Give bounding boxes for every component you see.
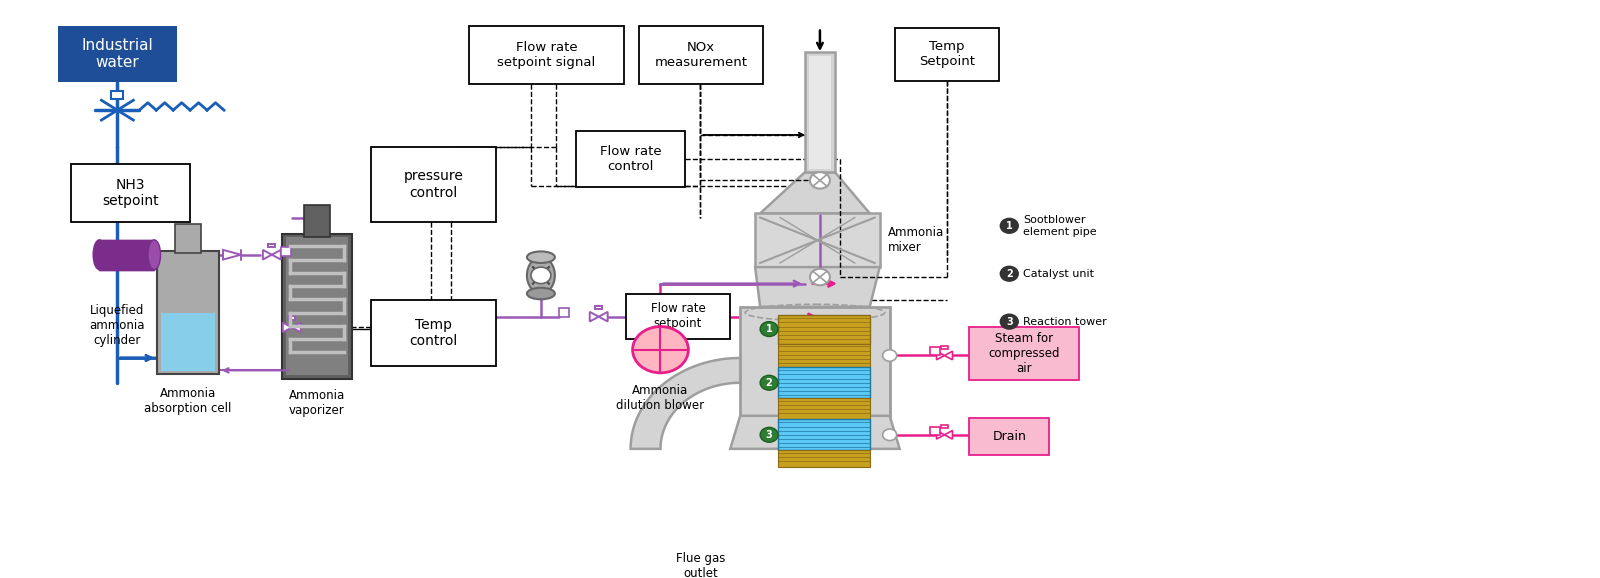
Text: Ammonia
absorption cell: Ammonia absorption cell <box>144 387 232 415</box>
Polygon shape <box>760 172 870 213</box>
Bar <box>595 306 602 309</box>
Circle shape <box>1000 314 1018 329</box>
Bar <box>805 53 835 172</box>
Text: Ammonia
vaporizer: Ammonia vaporizer <box>288 390 346 417</box>
Bar <box>970 418 1050 455</box>
Text: Flow rate
setpoint signal: Flow rate setpoint signal <box>498 41 595 69</box>
Bar <box>288 316 296 320</box>
Circle shape <box>810 269 830 286</box>
Text: 2: 2 <box>1006 269 1013 279</box>
Bar <box>533 257 549 294</box>
Polygon shape <box>936 351 944 360</box>
Bar <box>282 247 291 255</box>
Polygon shape <box>272 250 282 260</box>
Bar <box>638 26 763 84</box>
Circle shape <box>810 172 830 188</box>
Text: Temp
control: Temp control <box>410 318 458 349</box>
Ellipse shape <box>526 251 555 263</box>
Text: 1: 1 <box>1006 221 1013 231</box>
Polygon shape <box>730 416 899 449</box>
Polygon shape <box>944 351 952 360</box>
Text: pressure
control: pressure control <box>403 169 464 199</box>
Text: Ammonia
mixer: Ammonia mixer <box>888 226 944 254</box>
Text: 3: 3 <box>766 430 773 440</box>
Text: Reaction tower: Reaction tower <box>1024 317 1107 327</box>
Text: Sootblower
element pipe: Sootblower element pipe <box>1024 215 1098 236</box>
Bar <box>970 327 1078 380</box>
Bar <box>576 131 685 187</box>
Bar <box>269 243 275 247</box>
Bar <box>930 427 939 435</box>
Circle shape <box>1000 218 1018 234</box>
Polygon shape <box>630 358 741 449</box>
Bar <box>371 300 496 366</box>
Polygon shape <box>291 323 301 332</box>
Polygon shape <box>283 323 291 332</box>
Ellipse shape <box>147 240 160 269</box>
Bar <box>778 315 870 344</box>
Text: 1: 1 <box>766 324 773 334</box>
Circle shape <box>883 350 896 361</box>
Bar <box>174 224 202 253</box>
Text: 2: 2 <box>766 378 773 388</box>
Bar <box>741 307 890 416</box>
Bar <box>755 213 880 267</box>
Bar <box>282 234 352 379</box>
Bar <box>778 344 870 367</box>
Text: NH3
setpoint: NH3 setpoint <box>102 177 158 208</box>
Polygon shape <box>222 250 242 260</box>
Bar <box>778 450 870 467</box>
Bar <box>286 238 347 375</box>
Bar <box>941 346 947 349</box>
Polygon shape <box>944 431 952 439</box>
Bar <box>58 26 178 82</box>
Bar <box>99 240 154 269</box>
Bar <box>112 91 123 99</box>
Polygon shape <box>755 267 880 307</box>
Ellipse shape <box>93 240 106 269</box>
Bar <box>630 515 741 540</box>
Bar <box>941 425 947 428</box>
Bar <box>894 28 1000 81</box>
Text: Steam for
compressed
air: Steam for compressed air <box>989 332 1059 375</box>
Circle shape <box>883 429 896 440</box>
Text: Liquefied
ammonia
cylinder: Liquefied ammonia cylinder <box>90 304 146 347</box>
Circle shape <box>632 327 688 373</box>
Text: Ammonia
dilution blower: Ammonia dilution blower <box>616 384 704 413</box>
Bar <box>778 398 870 419</box>
Polygon shape <box>936 431 944 439</box>
Ellipse shape <box>526 257 555 294</box>
Circle shape <box>760 375 778 390</box>
Bar <box>558 309 570 317</box>
Text: Flue gas
outlet: Flue gas outlet <box>675 552 725 578</box>
Text: Drain: Drain <box>992 431 1026 443</box>
Ellipse shape <box>526 288 555 299</box>
Circle shape <box>531 267 550 284</box>
Polygon shape <box>590 312 598 321</box>
Text: Industrial
water: Industrial water <box>82 38 154 70</box>
Bar <box>469 26 624 84</box>
Bar <box>778 419 870 450</box>
Text: 3: 3 <box>1006 317 1013 327</box>
Bar <box>930 347 939 355</box>
Bar <box>157 251 219 375</box>
Bar <box>626 294 730 339</box>
Text: NOx
measurement: NOx measurement <box>654 41 747 69</box>
Bar <box>778 367 870 398</box>
Bar <box>70 164 190 222</box>
Text: Flow rate
setpoint: Flow rate setpoint <box>651 302 706 330</box>
Bar <box>810 55 830 169</box>
Bar <box>371 147 496 222</box>
Text: Temp
Setpoint: Temp Setpoint <box>918 40 974 68</box>
Bar <box>304 205 330 236</box>
Circle shape <box>760 321 778 336</box>
Text: Flow rate
control: Flow rate control <box>600 145 661 173</box>
Polygon shape <box>598 312 608 321</box>
Circle shape <box>760 427 778 442</box>
Bar <box>162 313 214 371</box>
Polygon shape <box>262 250 272 260</box>
Text: Catalyst unit: Catalyst unit <box>1024 269 1094 279</box>
Circle shape <box>1000 266 1018 281</box>
